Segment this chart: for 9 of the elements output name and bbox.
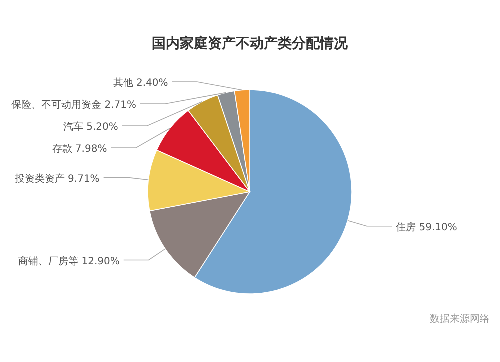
- slice-label: 汽车 5.20%: [63, 121, 118, 133]
- chart-title: 国内家庭资产不动产类分配情况: [152, 35, 349, 52]
- slice-label: 投资类资产 9.71%: [14, 172, 100, 185]
- slice-label: 存款 7.98%: [52, 143, 108, 155]
- slice-label: 保险、不可动用资金 2.71%: [12, 99, 136, 111]
- text: 数据来源网络: [430, 313, 490, 325]
- slice-label: 其他 2.40%: [113, 77, 168, 89]
- slice-label: 商铺、厂房等 12.90%: [18, 255, 120, 268]
- slice-label: 住房 59.10%: [396, 221, 458, 234]
